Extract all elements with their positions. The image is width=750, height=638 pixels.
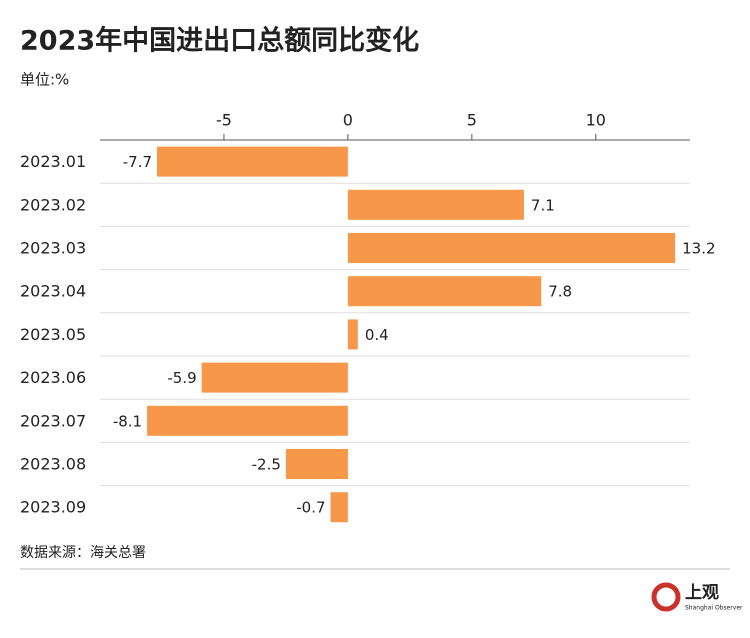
x-tick-label: -5: [216, 111, 232, 130]
y-tick-label: 2023.01: [20, 152, 86, 171]
bar: [347, 189, 524, 220]
logo-icon: [651, 582, 681, 612]
x-tick-label: 10: [586, 111, 606, 130]
source-note: 数据来源：海关总署: [20, 545, 146, 561]
y-tick-label: 2023.08: [20, 455, 86, 474]
bar: [347, 233, 676, 263]
value-label: -0.7: [296, 499, 325, 517]
value-label: -8.1: [113, 412, 142, 430]
y-tick-label: 2023.02: [20, 195, 86, 214]
bar: [147, 405, 348, 436]
y-tick-label: 2023.06: [20, 368, 86, 387]
value-label: 13.2: [682, 240, 715, 258]
bar: [347, 276, 542, 307]
chart-title: 2023年中国进出口总额同比变化: [20, 25, 419, 57]
logo-text: 上观: [685, 583, 719, 603]
value-label: 0.4: [365, 326, 389, 344]
bar: [347, 319, 358, 350]
bar: [285, 449, 348, 479]
bar: [330, 492, 348, 523]
bar: [201, 362, 348, 393]
logo-subtext: Shanghai Observer: [685, 605, 743, 612]
x-tick-label: 0: [343, 111, 353, 130]
logo: 上观 Shanghai Observer: [651, 582, 743, 612]
x-tick-label: 5: [467, 111, 477, 130]
chart-subtitle: 单位:%: [20, 71, 69, 89]
value-label: 7.8: [548, 283, 572, 301]
value-label: 7.1: [531, 196, 555, 214]
y-tick-label: 2023.09: [20, 498, 86, 517]
y-tick-label: 2023.05: [20, 325, 86, 344]
y-tick-label: 2023.04: [20, 282, 86, 301]
value-label: -2.5: [252, 456, 281, 474]
value-label: -5.9: [167, 369, 196, 387]
y-tick-label: 2023.07: [20, 411, 86, 430]
bar: [157, 146, 348, 177]
y-tick-label: 2023.03: [20, 239, 86, 258]
value-label: -7.7: [123, 153, 152, 171]
